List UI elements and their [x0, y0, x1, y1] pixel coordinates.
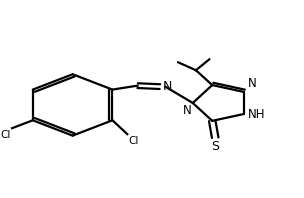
Text: N: N — [182, 104, 191, 117]
Text: NH: NH — [248, 108, 266, 121]
Text: N: N — [248, 77, 257, 90]
Text: N: N — [163, 80, 172, 93]
Text: Cl: Cl — [1, 130, 11, 140]
Text: Cl: Cl — [128, 136, 139, 146]
Text: S: S — [211, 140, 219, 153]
